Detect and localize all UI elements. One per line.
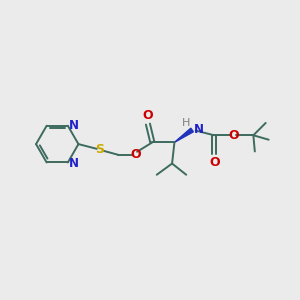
Text: O: O <box>228 129 238 142</box>
Text: O: O <box>131 148 142 161</box>
Text: N: N <box>69 157 79 169</box>
Text: H: H <box>182 118 190 128</box>
Text: N: N <box>194 123 204 136</box>
Text: N: N <box>69 119 79 132</box>
Text: S: S <box>95 143 104 156</box>
Polygon shape <box>174 128 194 142</box>
Text: O: O <box>209 156 220 169</box>
Text: O: O <box>142 109 153 122</box>
